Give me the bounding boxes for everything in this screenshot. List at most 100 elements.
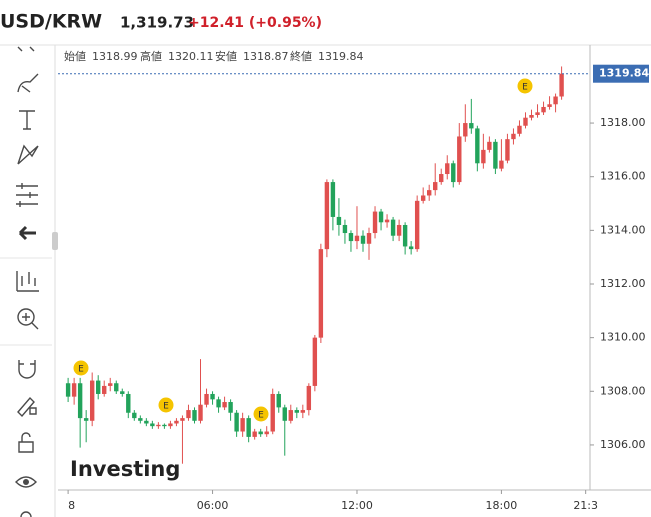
candle-body bbox=[102, 385, 107, 394]
candle-body bbox=[162, 424, 167, 427]
candle-body bbox=[372, 211, 378, 234]
candle-body bbox=[246, 418, 251, 437]
candle-body bbox=[144, 420, 149, 424]
candle-body bbox=[186, 410, 191, 419]
tool-fib[interactable] bbox=[16, 183, 38, 207]
event-marker bbox=[253, 406, 269, 422]
candle-body bbox=[469, 123, 474, 129]
y-tick-label: 1318.00 bbox=[600, 116, 646, 129]
x-tick-label: 06:00 bbox=[197, 499, 229, 512]
candle-body bbox=[120, 391, 125, 394]
candle-body bbox=[198, 404, 203, 421]
symbol: USD/KRW bbox=[0, 11, 102, 33]
candle-body bbox=[402, 224, 408, 247]
price: 1,319.73 bbox=[120, 14, 194, 32]
candle-body bbox=[523, 117, 528, 126]
candle-body bbox=[270, 393, 275, 432]
candle-body bbox=[252, 431, 257, 437]
tool-lock-draw[interactable] bbox=[17, 396, 37, 418]
price-tag bbox=[593, 64, 649, 83]
x-tick-label: 21:3 bbox=[573, 499, 598, 512]
candle-body bbox=[216, 399, 221, 408]
candle-body bbox=[312, 337, 318, 386]
candle-body bbox=[336, 216, 342, 225]
candle-body bbox=[210, 393, 215, 400]
x-tick-label: 18:00 bbox=[486, 499, 518, 512]
x-tick-label: 12:00 bbox=[341, 499, 373, 512]
candle-body bbox=[300, 410, 306, 413]
candle-body bbox=[535, 112, 540, 116]
candle-body bbox=[174, 420, 179, 424]
candle-body bbox=[96, 380, 101, 394]
event-marker bbox=[73, 360, 89, 376]
tool-pen[interactable] bbox=[17, 73, 39, 93]
candle-body bbox=[354, 235, 360, 242]
candle-body bbox=[204, 393, 209, 405]
ohlc-label: 終値 bbox=[290, 49, 312, 63]
tool-more[interactable] bbox=[20, 511, 32, 517]
ohlc-value: 1318.99 bbox=[92, 50, 138, 63]
candle-body bbox=[114, 383, 119, 392]
candle-body bbox=[366, 233, 372, 244]
candle-body bbox=[240, 418, 245, 432]
ohlc-value: 1320.11 bbox=[168, 50, 214, 63]
candle-body bbox=[541, 106, 546, 113]
candle-body bbox=[228, 402, 233, 413]
candle-body bbox=[451, 163, 456, 183]
y-tick-label: 1308.00 bbox=[600, 384, 646, 397]
candle-body bbox=[234, 412, 239, 432]
candle-body bbox=[487, 141, 492, 150]
candle-body bbox=[168, 423, 173, 427]
x-tick-label: 8 bbox=[68, 499, 75, 512]
tool-icon[interactable] bbox=[17, 46, 35, 52]
tool-text[interactable] bbox=[19, 110, 35, 130]
candle-body bbox=[342, 224, 348, 234]
plot bbox=[58, 45, 651, 491]
candle-body bbox=[258, 431, 263, 435]
candle-body bbox=[481, 149, 486, 164]
candle-body bbox=[445, 163, 450, 175]
y-tick-label: 1306.00 bbox=[600, 438, 646, 451]
candle-body bbox=[132, 412, 137, 419]
candle-body bbox=[457, 136, 462, 183]
candle-body bbox=[378, 211, 384, 223]
event-marker bbox=[158, 397, 174, 413]
candle-body bbox=[324, 182, 330, 250]
change: +12.41 (+0.95%) bbox=[188, 15, 322, 31]
price-tag-label: 1319.84 bbox=[599, 67, 649, 80]
event-marker bbox=[517, 78, 533, 94]
candle-body bbox=[150, 423, 155, 427]
ohlc-label: 高値 bbox=[140, 49, 162, 63]
candle-body bbox=[360, 235, 366, 244]
y-tick-label: 1310.00 bbox=[600, 331, 646, 344]
candle-body bbox=[384, 219, 390, 223]
candle-body bbox=[390, 219, 396, 236]
watermark: Investing bbox=[70, 457, 180, 481]
tool-back[interactable] bbox=[18, 225, 36, 241]
ohlc-label: 安値 bbox=[215, 49, 237, 63]
tool-measure[interactable] bbox=[16, 271, 39, 292]
candle-body bbox=[559, 73, 564, 97]
candle-body bbox=[156, 424, 161, 427]
candle-body bbox=[180, 418, 185, 421]
candle-body bbox=[276, 393, 281, 408]
candle-body bbox=[89, 380, 95, 421]
candle-body bbox=[414, 200, 420, 250]
candle-body bbox=[511, 133, 516, 140]
candle-body bbox=[426, 190, 432, 196]
tool-unlock[interactable] bbox=[18, 432, 34, 453]
candle-body bbox=[493, 141, 498, 169]
tool-zoom[interactable] bbox=[17, 308, 35, 326]
event-label: E bbox=[522, 83, 528, 93]
tool-magnet[interactable] bbox=[18, 360, 36, 379]
candle-body bbox=[433, 182, 438, 191]
event-label: E bbox=[258, 411, 264, 421]
candle-body bbox=[475, 128, 480, 164]
candle-body bbox=[330, 182, 336, 217]
candle-body bbox=[547, 104, 552, 107]
tool-eye[interactable] bbox=[15, 476, 37, 488]
tool-pattern[interactable] bbox=[17, 144, 39, 165]
candle-body bbox=[420, 195, 426, 201]
toolbar bbox=[0, 45, 58, 517]
